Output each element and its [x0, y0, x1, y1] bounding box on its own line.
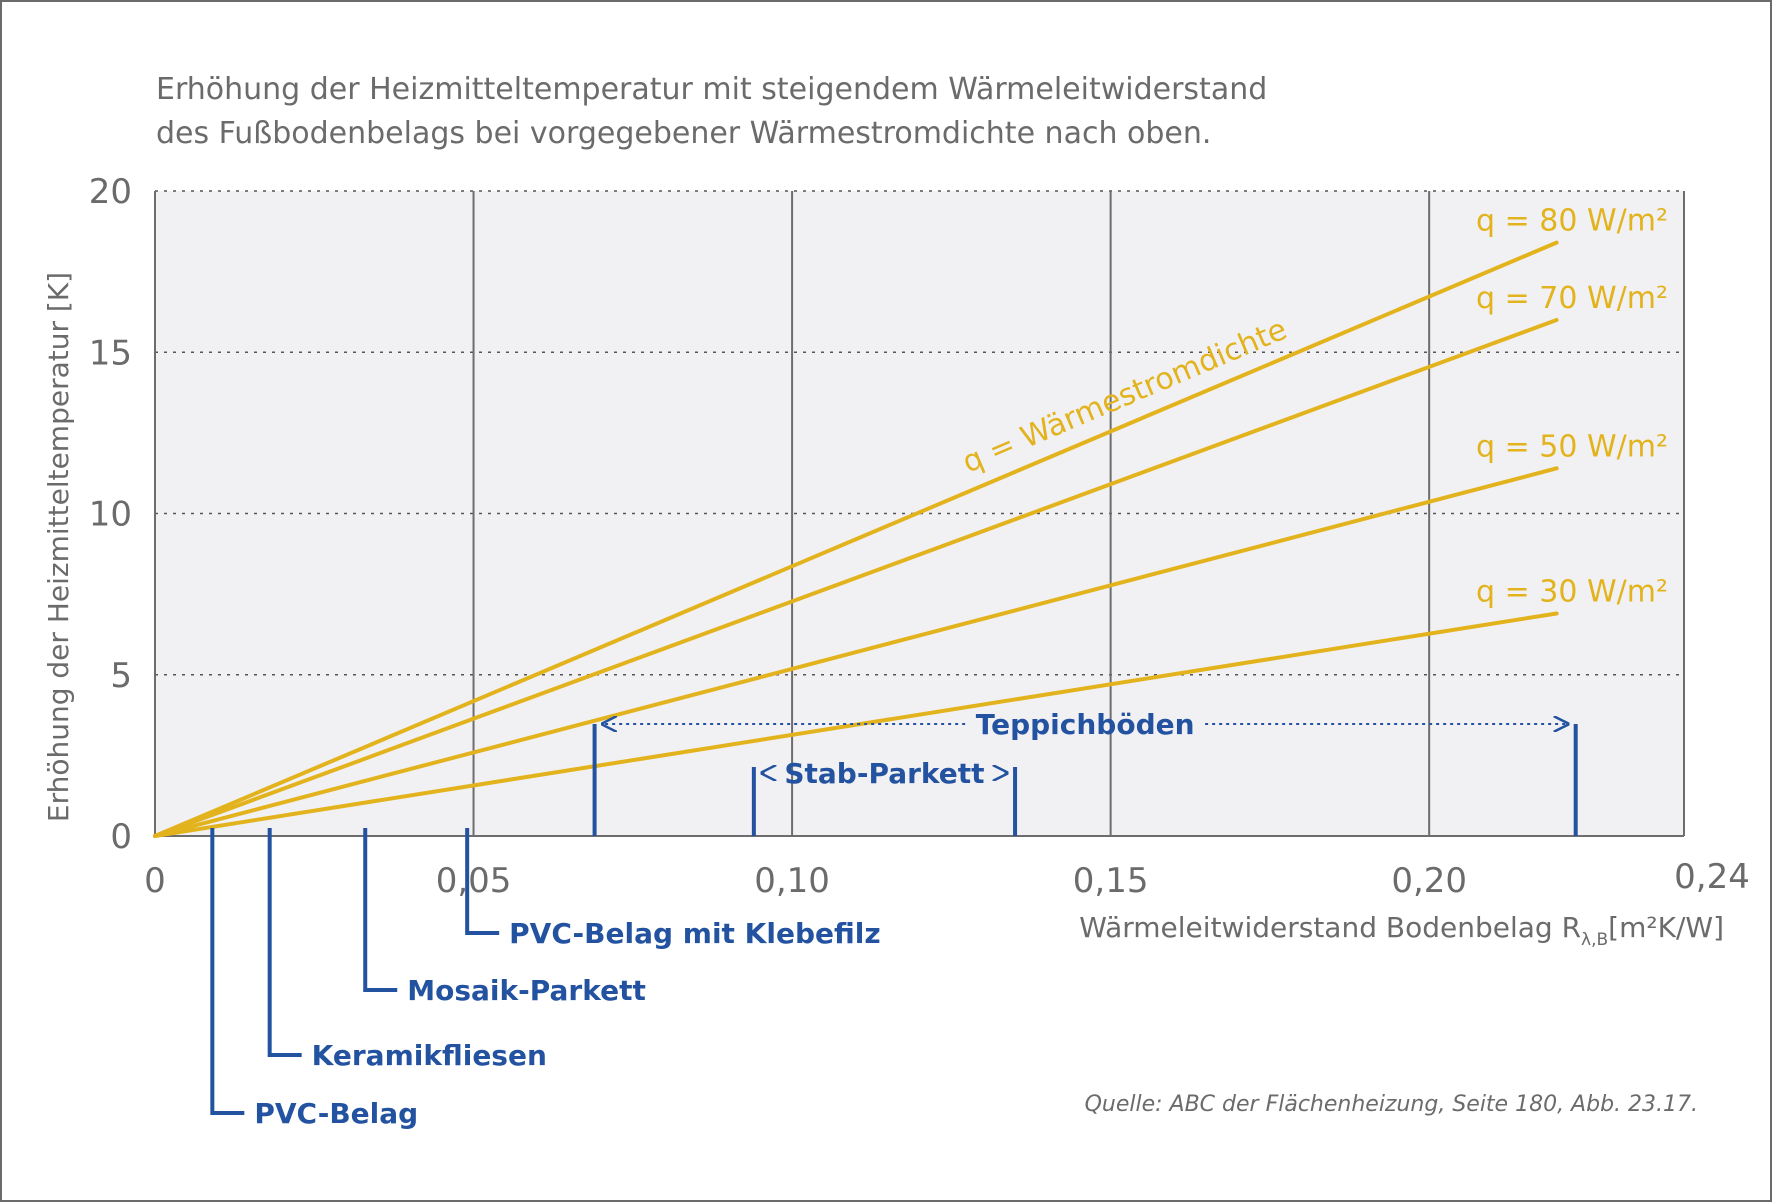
chart-title: Erhöhung der Heizmitteltemperatur mit st… [156, 72, 1267, 107]
range-stab-parkett-label: Stab-Parkett [784, 757, 984, 790]
x-tick-label: 0,10 [754, 861, 830, 901]
series-label: q = 80 W/m² [1476, 204, 1668, 239]
chart-subtitle: des Fußbodenbelags bei vorgegebener Wärm… [156, 116, 1211, 151]
x-tick-label: 0,05 [436, 861, 512, 901]
range-teppichboeden-label: Teppichböden [976, 708, 1195, 741]
material-leader [210, 828, 245, 1115]
series-lines: q = 80 W/m² q = 70 W/m² q = 50 W/m² q = 30 … [153, 204, 1668, 838]
range-annotations: Stab-Parkett Teppichböden [592, 708, 1578, 836]
x-tick-label: 0,15 [1073, 861, 1149, 901]
series-line [153, 466, 1559, 838]
series-label: q = 30 W/m² [1476, 574, 1668, 609]
material-leader [465, 828, 500, 935]
source-note: Quelle: ABC der Flächenheizung, Seite 18… [1085, 1092, 1698, 1117]
x-tick-label: 0 [144, 861, 166, 901]
x-axis-label: Wärmeleitwiderstand Bodenbelag Rλ,B[m²K/… [1079, 911, 1724, 950]
series-label: q = 70 W/m² [1476, 281, 1668, 316]
x-tick-label: 0,24 [1674, 857, 1750, 897]
material-label: PVC-Belag mit Klebefilz [509, 917, 881, 950]
series-line [153, 240, 1559, 838]
series-line [153, 611, 1559, 838]
material-markers: PVC-Belag Keramikfliesen Mosaik-Parkett PVC… [210, 828, 881, 1130]
material-leader [267, 828, 302, 1057]
y-tick-label: 20 [89, 172, 132, 212]
material-label: Keramikfliesen [312, 1039, 547, 1072]
x-tick-label: 0,20 [1391, 861, 1467, 901]
series-label: q = 50 W/m² [1476, 429, 1668, 464]
y-tick-label: 15 [89, 333, 132, 373]
y-tick-label: 0 [110, 817, 132, 857]
series-line [153, 318, 1559, 838]
y-tick-label: 5 [110, 656, 132, 696]
material-label: Mosaik-Parkett [407, 974, 646, 1007]
y-axis-label: Erhöhung der Heizmitteltemperatur [K] [42, 272, 75, 822]
material-label: PVC-Belag [254, 1097, 418, 1130]
axis-ticks: 0 5 10 15 20 0 0,05 0,10 0,15 0,20 0,24 [89, 172, 1750, 901]
material-leader [363, 828, 398, 992]
y-tick-label: 10 [89, 495, 132, 535]
grid [154, 190, 1685, 837]
